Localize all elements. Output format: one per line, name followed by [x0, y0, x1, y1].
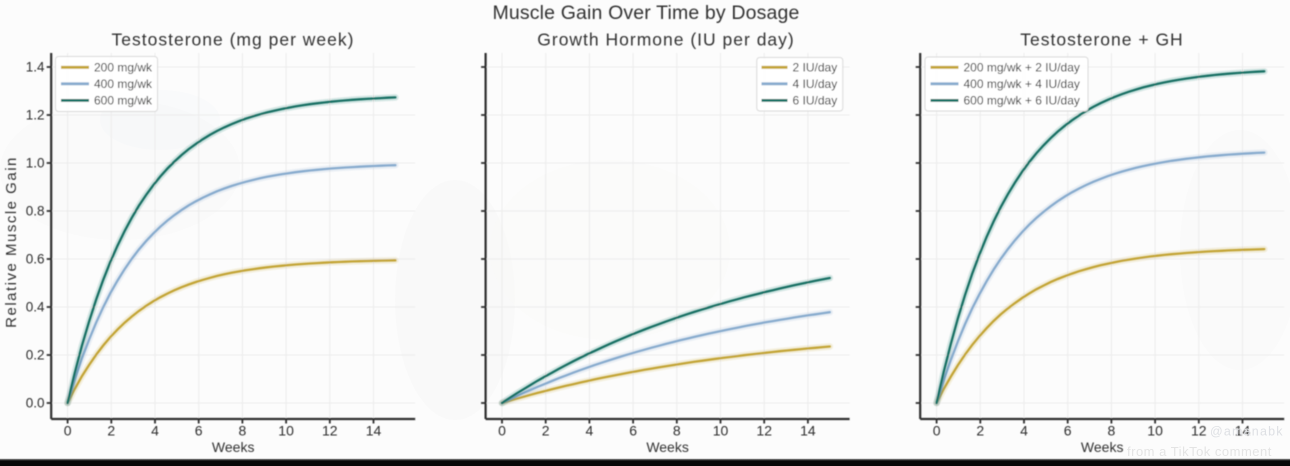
svg-text:6: 6 [1064, 423, 1072, 439]
svg-text:12: 12 [1191, 423, 1207, 439]
svg-text:0.6: 0.6 [26, 252, 45, 267]
svg-text:400 mg/wk: 400 mg/wk [94, 77, 153, 91]
svg-text:from a TikTok comment: from a TikTok comment [1127, 444, 1272, 459]
svg-text:@amanabk: @amanabk [1210, 425, 1284, 439]
svg-text:Muscle Gain Over Time by Dosag: Muscle Gain Over Time by Dosage [492, 2, 799, 24]
svg-text:6: 6 [629, 423, 637, 439]
svg-text:0: 0 [933, 423, 941, 439]
svg-text:12: 12 [756, 423, 772, 439]
svg-text:Weeks: Weeks [1081, 439, 1124, 455]
svg-text:600 mg/wk: 600 mg/wk [94, 94, 153, 108]
svg-text:2: 2 [976, 423, 984, 439]
svg-text:10: 10 [713, 423, 729, 439]
svg-text:4: 4 [151, 423, 159, 439]
svg-text:14: 14 [800, 423, 816, 439]
svg-text:10: 10 [278, 423, 294, 439]
svg-text:14: 14 [1235, 423, 1251, 439]
svg-text:Weeks: Weeks [212, 439, 255, 455]
svg-text:14: 14 [366, 423, 382, 439]
svg-text:600 mg/wk + 6 IU/day: 600 mg/wk + 6 IU/day [964, 94, 1080, 108]
svg-text:0.8: 0.8 [26, 204, 45, 219]
svg-text:12: 12 [322, 423, 338, 439]
svg-text:0: 0 [64, 423, 72, 439]
svg-text:1.0: 1.0 [26, 156, 45, 171]
svg-text:4: 4 [1020, 423, 1028, 439]
svg-text:6 IU/day: 6 IU/day [793, 94, 838, 108]
svg-text:2 IU/day: 2 IU/day [793, 61, 838, 75]
svg-text:400 mg/wk + 4 IU/day: 400 mg/wk + 4 IU/day [964, 77, 1080, 91]
svg-text:200 mg/wk + 2 IU/day: 200 mg/wk + 2 IU/day [964, 61, 1080, 75]
svg-text:4: 4 [586, 423, 594, 439]
svg-text:1.4: 1.4 [26, 60, 45, 75]
svg-text:Weeks: Weeks [646, 439, 689, 455]
svg-text:Relative Muscle Gain: Relative Muscle Gain [3, 156, 20, 328]
svg-text:200 mg/wk: 200 mg/wk [94, 61, 153, 75]
svg-text:10: 10 [1147, 423, 1163, 439]
svg-text:Testosterone + GH: Testosterone + GH [1020, 30, 1183, 50]
svg-text:8: 8 [673, 423, 681, 439]
svg-text:0.0: 0.0 [26, 396, 45, 411]
svg-text:1.2: 1.2 [26, 108, 45, 123]
svg-text:4 IU/day: 4 IU/day [793, 77, 838, 91]
svg-text:0.4: 0.4 [26, 300, 45, 315]
svg-text:Testosterone (mg per week): Testosterone (mg per week) [112, 30, 355, 50]
svg-text:0: 0 [498, 423, 506, 439]
svg-text:0.2: 0.2 [26, 348, 45, 363]
svg-text:6: 6 [195, 423, 203, 439]
svg-text:Growth Hormone (IU per day): Growth Hormone (IU per day) [537, 30, 795, 50]
svg-text:2: 2 [542, 423, 550, 439]
svg-text:2: 2 [107, 423, 115, 439]
svg-text:8: 8 [239, 423, 247, 439]
svg-text:8: 8 [1108, 423, 1116, 439]
